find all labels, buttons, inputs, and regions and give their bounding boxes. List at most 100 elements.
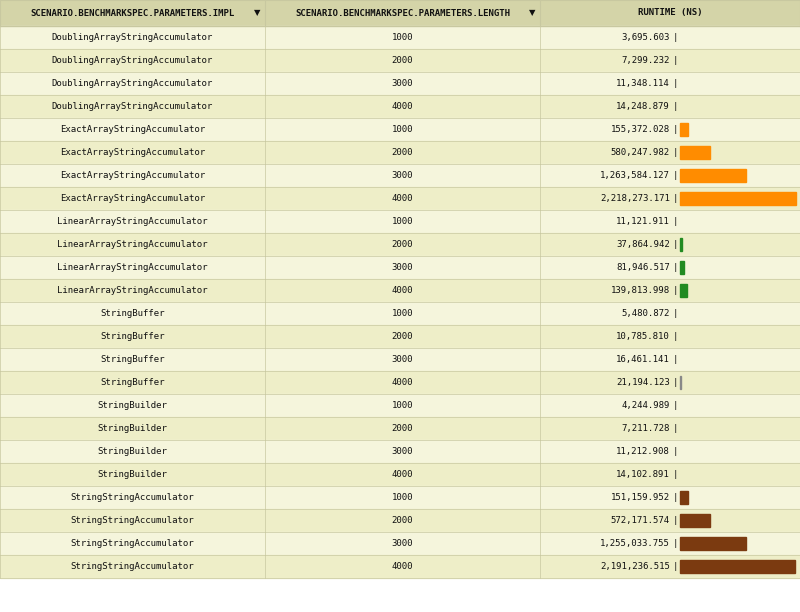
Bar (0, 233, 800, 256)
Text: |: | (672, 378, 678, 387)
Bar (680, 513, 710, 528)
Text: 7,299.232: 7,299.232 (622, 56, 670, 65)
Text: 4000: 4000 (392, 562, 414, 571)
Text: SCENARIO.BENCHMARKSPEC.PARAMETERS.LENGTH: SCENARIO.BENCHMARKSPEC.PARAMETERS.LENGTH (295, 9, 510, 18)
Text: 3000: 3000 (392, 263, 414, 272)
Text: 2000: 2000 (392, 148, 414, 157)
Bar (0, 417, 800, 440)
Text: 4000: 4000 (392, 194, 414, 203)
Text: 4000: 4000 (392, 470, 414, 479)
Text: DoublingArrayStringAccumulator: DoublingArrayStringAccumulator (52, 102, 213, 111)
Bar (0, 440, 800, 463)
Text: ExactArrayStringAccumulator: ExactArrayStringAccumulator (60, 194, 205, 203)
Text: 3000: 3000 (392, 79, 414, 88)
Text: 4,244.989: 4,244.989 (622, 401, 670, 410)
Bar (680, 237, 682, 252)
Bar (0, 0, 800, 26)
Text: |: | (672, 332, 678, 341)
Text: 7,211.728: 7,211.728 (622, 424, 670, 433)
Text: LinearArrayStringAccumulator: LinearArrayStringAccumulator (58, 240, 208, 249)
Text: 155,372.028: 155,372.028 (611, 125, 670, 134)
Text: |: | (672, 263, 678, 272)
Text: StringStringAccumulator: StringStringAccumulator (70, 493, 194, 502)
Text: StringBuilder: StringBuilder (98, 424, 167, 433)
Text: 3,695.603: 3,695.603 (622, 33, 670, 42)
Bar (0, 279, 800, 302)
Text: 2000: 2000 (392, 56, 414, 65)
Bar (680, 537, 746, 550)
Text: |: | (672, 194, 678, 203)
Text: DoublingArrayStringAccumulator: DoublingArrayStringAccumulator (52, 79, 213, 88)
Text: |: | (672, 286, 678, 295)
Text: 11,348.114: 11,348.114 (616, 79, 670, 88)
Bar (680, 192, 796, 206)
Text: LinearArrayStringAccumulator: LinearArrayStringAccumulator (58, 217, 208, 226)
Text: 11,212.908: 11,212.908 (616, 447, 670, 456)
Bar (0, 187, 800, 210)
Text: StringBuffer: StringBuffer (100, 355, 165, 364)
Text: DoublingArrayStringAccumulator: DoublingArrayStringAccumulator (52, 33, 213, 42)
Text: StringBuffer: StringBuffer (100, 378, 165, 387)
Bar (680, 491, 688, 504)
Text: 37,864.942: 37,864.942 (616, 240, 670, 249)
Bar (0, 325, 800, 348)
Text: 2000: 2000 (392, 240, 414, 249)
Bar (680, 168, 746, 182)
Text: |: | (672, 240, 678, 249)
Text: StringBuffer: StringBuffer (100, 332, 165, 341)
Text: SCENARIO.BENCHMARKSPEC.PARAMETERS.IMPL: SCENARIO.BENCHMARKSPEC.PARAMETERS.IMPL (30, 9, 234, 18)
Text: 1000: 1000 (392, 309, 414, 318)
Bar (0, 164, 800, 187)
Text: LinearArrayStringAccumulator: LinearArrayStringAccumulator (58, 286, 208, 295)
Text: 21,194.123: 21,194.123 (616, 378, 670, 387)
Text: StringStringAccumulator: StringStringAccumulator (70, 539, 194, 548)
Text: 3000: 3000 (392, 447, 414, 456)
Bar (680, 559, 794, 573)
Text: StringBuffer: StringBuffer (100, 309, 165, 318)
Text: 1000: 1000 (392, 125, 414, 134)
Text: LinearArrayStringAccumulator: LinearArrayStringAccumulator (58, 263, 208, 272)
Bar (0, 49, 800, 72)
Text: 16,461.141: 16,461.141 (616, 355, 670, 364)
Text: |: | (672, 217, 678, 226)
Text: ▼: ▼ (254, 9, 260, 18)
Text: |: | (672, 79, 678, 88)
Text: 2000: 2000 (392, 332, 414, 341)
Text: 1000: 1000 (392, 33, 414, 42)
Text: 4000: 4000 (392, 286, 414, 295)
Text: 1,255,033.755: 1,255,033.755 (600, 539, 670, 548)
Text: 3000: 3000 (392, 539, 414, 548)
Bar (0, 210, 800, 233)
Text: StringStringAccumulator: StringStringAccumulator (70, 516, 194, 525)
Bar (680, 122, 688, 136)
Text: 1,263,584.127: 1,263,584.127 (600, 171, 670, 180)
Text: 1000: 1000 (392, 401, 414, 410)
Text: StringStringAccumulator: StringStringAccumulator (70, 562, 194, 571)
Bar (0, 463, 800, 486)
Text: |: | (672, 309, 678, 318)
Bar (0, 394, 800, 417)
Text: 2,191,236.515: 2,191,236.515 (600, 562, 670, 571)
Bar (0, 118, 800, 141)
Text: 14,248.879: 14,248.879 (616, 102, 670, 111)
Text: 3000: 3000 (392, 171, 414, 180)
Text: DoublingArrayStringAccumulator: DoublingArrayStringAccumulator (52, 56, 213, 65)
Text: 580,247.982: 580,247.982 (611, 148, 670, 157)
Text: |: | (672, 447, 678, 456)
Text: 11,121.911: 11,121.911 (616, 217, 670, 226)
Text: 151,159.952: 151,159.952 (611, 493, 670, 502)
Text: 1000: 1000 (392, 493, 414, 502)
Text: |: | (672, 562, 678, 571)
Text: ExactArrayStringAccumulator: ExactArrayStringAccumulator (60, 171, 205, 180)
Text: |: | (672, 355, 678, 364)
Text: 4000: 4000 (392, 102, 414, 111)
Text: |: | (672, 424, 678, 433)
Bar (680, 146, 710, 159)
Text: |: | (672, 56, 678, 65)
Text: 2,218,273.171: 2,218,273.171 (600, 194, 670, 203)
Bar (680, 261, 684, 274)
Text: |: | (672, 470, 678, 479)
Text: 14,102.891: 14,102.891 (616, 470, 670, 479)
Text: 2000: 2000 (392, 424, 414, 433)
Text: |: | (672, 171, 678, 180)
